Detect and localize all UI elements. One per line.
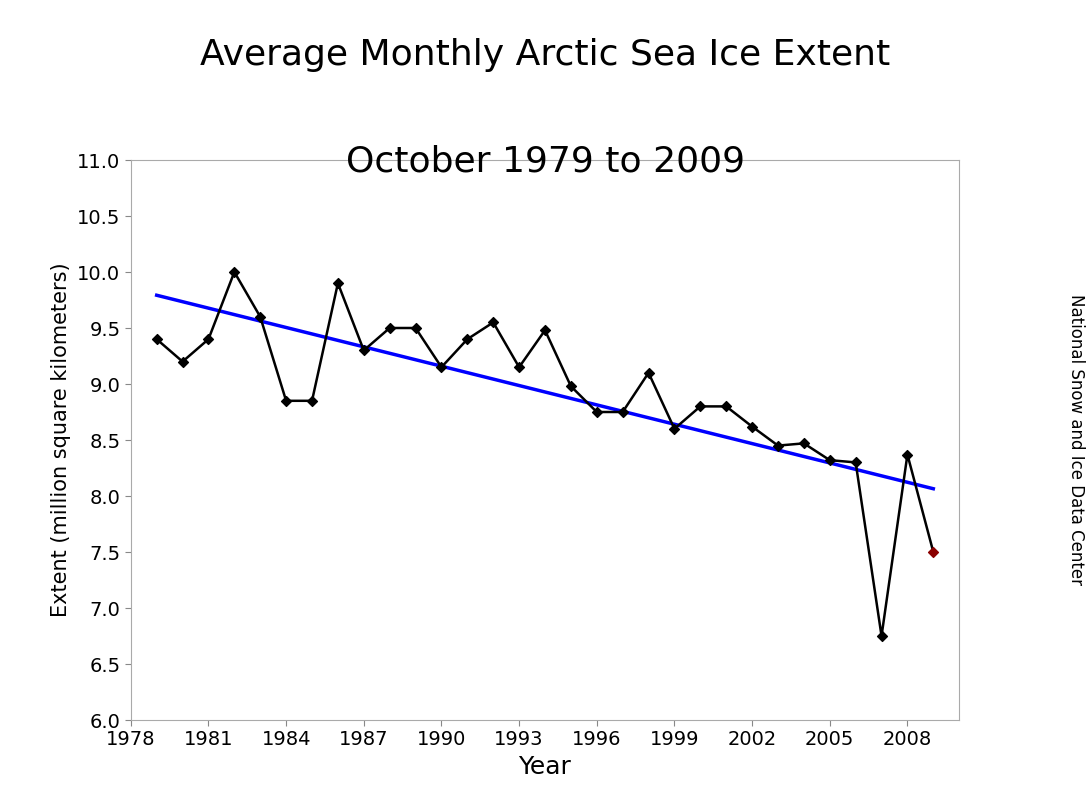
Point	[770, 439, 787, 452]
Point	[329, 277, 347, 290]
X-axis label: Year: Year	[519, 755, 571, 779]
Point	[148, 333, 166, 346]
Point	[303, 394, 320, 407]
Point	[924, 546, 942, 558]
Text: October 1979 to 2009: October 1979 to 2009	[346, 144, 744, 178]
Y-axis label: Extent (million square kilometers): Extent (million square kilometers)	[51, 262, 72, 618]
Point	[562, 380, 580, 393]
Point	[847, 456, 864, 469]
Point	[252, 310, 269, 323]
Point	[510, 361, 528, 374]
Point	[899, 448, 917, 461]
Text: National Snow and Ice Data Center: National Snow and Ice Data Center	[1066, 294, 1085, 586]
Point	[355, 344, 373, 357]
Point	[199, 333, 217, 346]
Point	[666, 422, 683, 435]
Point	[433, 361, 450, 374]
Text: Average Monthly Arctic Sea Ice Extent: Average Monthly Arctic Sea Ice Extent	[199, 38, 891, 72]
Point	[382, 322, 399, 334]
Point	[873, 630, 891, 642]
Point	[743, 420, 761, 433]
Point	[640, 366, 657, 379]
Point	[174, 355, 192, 368]
Point	[226, 266, 243, 278]
Point	[277, 394, 294, 407]
Point	[407, 322, 424, 334]
Point	[821, 454, 838, 466]
Point	[485, 316, 502, 329]
Point	[796, 437, 813, 450]
Point	[536, 324, 554, 337]
Point	[692, 400, 710, 413]
Point	[589, 406, 606, 418]
Point	[459, 333, 476, 346]
Point	[717, 400, 735, 413]
Point	[614, 406, 631, 418]
